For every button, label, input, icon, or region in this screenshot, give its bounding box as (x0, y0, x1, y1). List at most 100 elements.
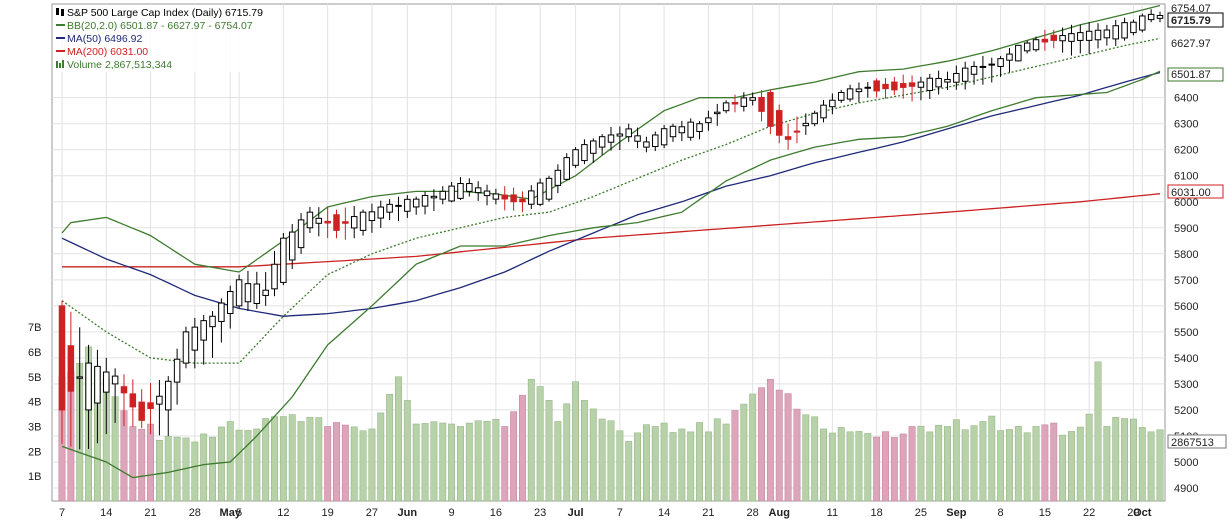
candle-body (572, 149, 579, 166)
candle-body (749, 97, 756, 101)
grid-lines (52, 4, 1165, 501)
bb-lower-tag-box (1167, 67, 1224, 82)
date-tick-label: 5 (236, 507, 242, 519)
candle-body (1041, 38, 1049, 43)
candle-body (395, 204, 402, 207)
candle-body (1147, 13, 1155, 21)
volume-bar (439, 422, 447, 502)
candle-body (271, 263, 278, 290)
candle-body (643, 141, 650, 148)
candle-body (714, 111, 721, 115)
candle-body (218, 302, 225, 322)
candle-body (138, 401, 145, 421)
volume-bar (607, 420, 615, 502)
volume-bar (882, 431, 889, 502)
candle-body (297, 219, 305, 249)
volume-bar (253, 428, 261, 502)
volume-bar (412, 423, 420, 502)
volume-bar (642, 424, 650, 502)
date-tick-label: 22 (1083, 507, 1095, 519)
volume-tick-label: 7B (28, 322, 41, 334)
candle-body (1139, 15, 1146, 31)
candle-body (899, 83, 907, 88)
candle-body (917, 81, 925, 88)
volume-bar (1138, 427, 1146, 502)
volume-bar (890, 437, 898, 502)
ma200-tag: 6031.00 (1171, 187, 1211, 199)
candle-body (758, 96, 765, 112)
candle-body (519, 198, 526, 203)
candle-body (669, 125, 677, 138)
price-tick-label: 5800 (1174, 249, 1198, 261)
candle-body (466, 183, 473, 192)
date-tick-label: 21 (702, 507, 714, 519)
volume-bar (563, 403, 571, 502)
price-tags: 6754.07 6715.79 6627.97 6501.87 6031.00 … (1167, 2, 1227, 449)
candle-body (829, 99, 836, 108)
legend-bb: BB(20,2.0) 6501.87 - 6627.97 - 6754.07 (67, 20, 253, 32)
volume-bar (191, 441, 199, 502)
volume-bar (377, 412, 385, 502)
volume-bar (997, 430, 1005, 502)
candle-body (386, 203, 393, 213)
volume-bar (899, 433, 907, 502)
date-tick-label: 27 (366, 507, 378, 519)
volume-bar (1032, 426, 1040, 502)
volume-bar (315, 417, 323, 502)
volume-bar (660, 422, 668, 502)
bb-lower-line (61, 70, 1161, 479)
price-tick-label: 5000 (1174, 457, 1198, 469)
date-tick-label: 14 (658, 507, 670, 519)
candle-body (660, 128, 668, 146)
price-tick-label: 6100 (1174, 171, 1198, 183)
candle-body (722, 102, 730, 112)
candle-body (536, 182, 544, 205)
volume-bar (324, 426, 332, 502)
volume-tag-box (1167, 434, 1227, 449)
date-tick-label: 7 (59, 507, 65, 519)
date-tick-label: 19 (322, 507, 334, 519)
volume-bar (731, 410, 739, 502)
volume-bar (341, 424, 349, 502)
volume-bar (988, 415, 996, 502)
volume-bar (961, 429, 969, 502)
date-tick-label: Oct (1133, 507, 1152, 519)
legend-ma200: MA(200) 6031.00 (67, 46, 148, 58)
candle-body (705, 117, 712, 124)
volume-bar (155, 439, 163, 502)
volume-bar (545, 400, 553, 502)
candle-body (891, 81, 898, 91)
candle-body (439, 190, 447, 200)
candle-body (67, 345, 75, 392)
volume-bar (333, 422, 340, 502)
candle-body (430, 195, 438, 199)
candle-body (678, 126, 686, 134)
volume-bar (1023, 432, 1031, 502)
volume-bar (1006, 429, 1013, 502)
candle-body (129, 393, 137, 408)
volume-bar (457, 426, 464, 502)
candle-body (944, 78, 951, 83)
volume-bar (217, 426, 225, 502)
candle-body (156, 395, 163, 405)
candle-body (501, 194, 508, 200)
candle-body (1094, 29, 1102, 41)
price-tick-label: 5900 (1174, 223, 1198, 235)
volume-bar (129, 426, 137, 502)
date-tick-label: 14 (100, 507, 112, 519)
bb-upper-tag-box (1168, 2, 1220, 14)
price-tick-label: 5200 (1174, 405, 1198, 417)
price-tick-label: 6000 (1174, 197, 1198, 209)
date-tick-label: 29 (1127, 507, 1139, 519)
volume-bar (873, 436, 881, 502)
candle-body (837, 91, 845, 101)
volume-bar (403, 400, 411, 502)
price-tick-label: 5400 (1174, 353, 1198, 365)
candle-body (687, 121, 694, 138)
candle-body (1130, 21, 1137, 34)
candle-body (1077, 32, 1084, 41)
candle-body (855, 88, 863, 93)
legend: S&P 500 Large Cap Index (Daily) 6715.79 … (53, 5, 281, 72)
date-tick-label: Jun (398, 507, 418, 519)
volume-bar (908, 426, 916, 502)
